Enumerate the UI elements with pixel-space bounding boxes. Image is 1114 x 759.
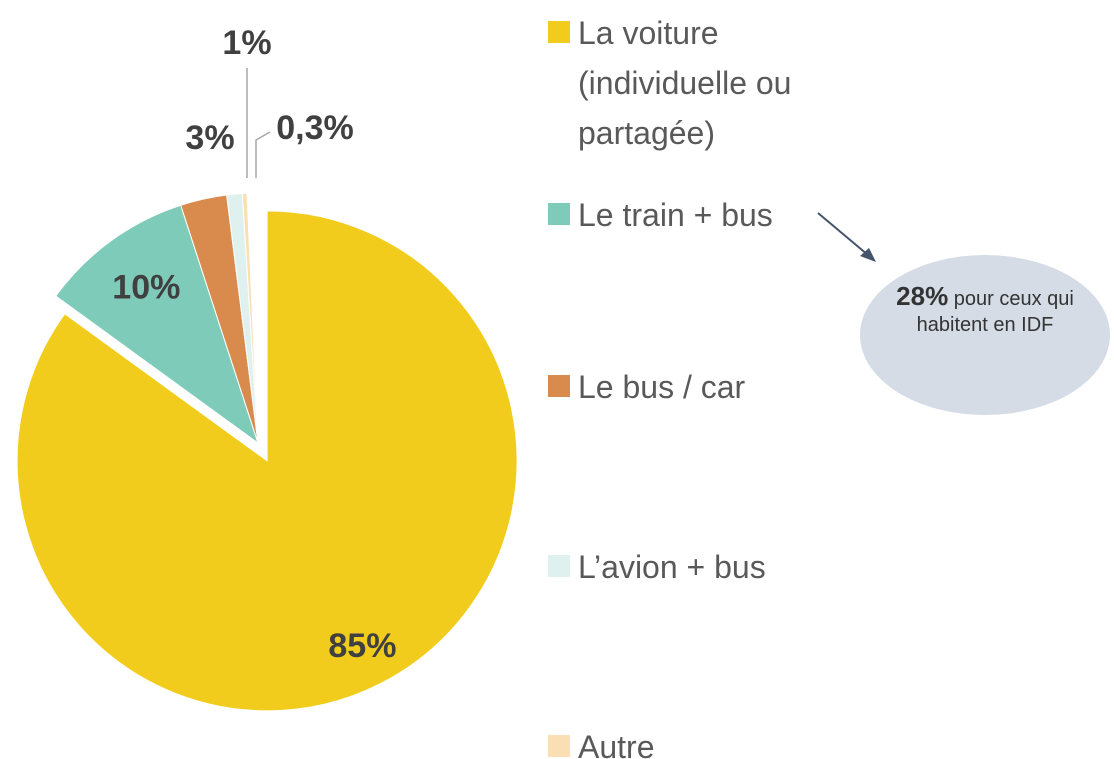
pie-slice	[16, 210, 518, 712]
legend-item: La voiture (individuelle ou partagée)	[548, 8, 838, 158]
note-arrowhead	[860, 248, 876, 262]
note-bubble	[860, 255, 1110, 415]
legend-label: La voiture (individuelle ou partagée)	[578, 15, 792, 151]
legend-label: Le bus / car	[578, 369, 746, 405]
legend-item: Le bus / car	[548, 362, 838, 412]
legend-swatch	[548, 375, 570, 397]
value-label: 3%	[185, 119, 234, 157]
legend-label: Autre	[578, 729, 655, 759]
legend-label: L’avion + bus	[578, 549, 766, 585]
legend-swatch	[548, 21, 570, 43]
value-label: 10%	[112, 268, 180, 306]
note-text: pour ceux qui habitent en IDF	[916, 288, 1074, 336]
legend-swatch	[548, 555, 570, 577]
note: 28% pour ceux qui habitent en IDF	[870, 283, 1100, 338]
pie-slice	[55, 204, 259, 445]
value-label: 0,3%	[276, 109, 354, 147]
note-bold: 28%	[896, 281, 949, 311]
note-arrow	[817, 212, 869, 256]
legend-swatch	[548, 735, 570, 757]
value-label: 1%	[222, 24, 271, 62]
leader-line	[255, 131, 271, 178]
legend-item: Autre	[548, 722, 838, 759]
legend-swatch	[548, 203, 570, 225]
legend-label: Le train + bus	[578, 197, 773, 233]
value-label: 85%	[328, 627, 396, 665]
legend-item: L’avion + bus	[548, 542, 838, 592]
pie-slice	[241, 192, 259, 444]
legend-item: Le train + bus	[548, 190, 838, 240]
